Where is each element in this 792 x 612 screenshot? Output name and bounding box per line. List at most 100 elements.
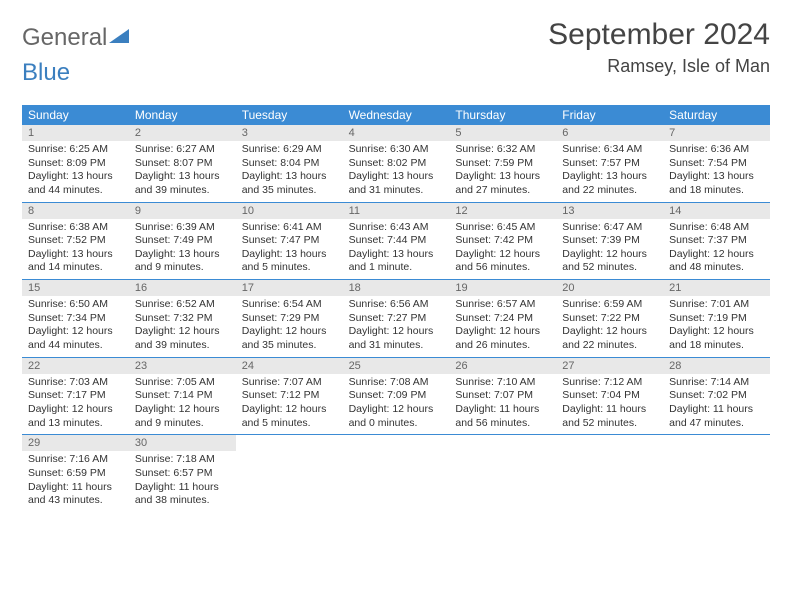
day-number: 8: [22, 203, 129, 219]
empty-day-cell: [236, 435, 343, 512]
day-number: 2: [129, 125, 236, 141]
day-cell: 18Sunrise: 6:56 AMSunset: 7:27 PMDayligh…: [343, 280, 450, 357]
week-row: 15Sunrise: 6:50 AMSunset: 7:34 PMDayligh…: [22, 280, 770, 358]
day-cell: 4Sunrise: 6:30 AMSunset: 8:02 PMDaylight…: [343, 125, 450, 202]
day-details: Sunrise: 6:43 AMSunset: 7:44 PMDaylight:…: [343, 219, 450, 280]
day-number: 16: [129, 280, 236, 296]
day-number: 11: [343, 203, 450, 219]
weekday-sunday: Sunday: [22, 105, 129, 125]
day-details: Sunrise: 7:03 AMSunset: 7:17 PMDaylight:…: [22, 374, 129, 435]
day-number: 14: [663, 203, 770, 219]
day-cell: 19Sunrise: 6:57 AMSunset: 7:24 PMDayligh…: [449, 280, 556, 357]
empty-day-cell: [343, 435, 450, 512]
weekday-tuesday: Tuesday: [236, 105, 343, 125]
day-number: 15: [22, 280, 129, 296]
day-cell: 15Sunrise: 6:50 AMSunset: 7:34 PMDayligh…: [22, 280, 129, 357]
day-number: 29: [22, 435, 129, 451]
day-number: 21: [663, 280, 770, 296]
day-details: Sunrise: 7:05 AMSunset: 7:14 PMDaylight:…: [129, 374, 236, 435]
empty-day-cell: [556, 435, 663, 512]
day-details: Sunrise: 6:34 AMSunset: 7:57 PMDaylight:…: [556, 141, 663, 202]
day-details: Sunrise: 6:48 AMSunset: 7:37 PMDaylight:…: [663, 219, 770, 280]
day-details: Sunrise: 7:10 AMSunset: 7:07 PMDaylight:…: [449, 374, 556, 435]
day-cell: 17Sunrise: 6:54 AMSunset: 7:29 PMDayligh…: [236, 280, 343, 357]
day-number: 20: [556, 280, 663, 296]
day-details: Sunrise: 6:41 AMSunset: 7:47 PMDaylight:…: [236, 219, 343, 280]
day-cell: 13Sunrise: 6:47 AMSunset: 7:39 PMDayligh…: [556, 203, 663, 280]
day-cell: 12Sunrise: 6:45 AMSunset: 7:42 PMDayligh…: [449, 203, 556, 280]
day-details: Sunrise: 7:08 AMSunset: 7:09 PMDaylight:…: [343, 374, 450, 435]
day-cell: 21Sunrise: 7:01 AMSunset: 7:19 PMDayligh…: [663, 280, 770, 357]
day-number: 27: [556, 358, 663, 374]
day-details: Sunrise: 6:36 AMSunset: 7:54 PMDaylight:…: [663, 141, 770, 202]
week-row: 22Sunrise: 7:03 AMSunset: 7:17 PMDayligh…: [22, 358, 770, 436]
day-details: Sunrise: 6:52 AMSunset: 7:32 PMDaylight:…: [129, 296, 236, 357]
week-row: 8Sunrise: 6:38 AMSunset: 7:52 PMDaylight…: [22, 203, 770, 281]
day-details: Sunrise: 6:47 AMSunset: 7:39 PMDaylight:…: [556, 219, 663, 280]
day-number: 18: [343, 280, 450, 296]
day-cell: 29Sunrise: 7:16 AMSunset: 6:59 PMDayligh…: [22, 435, 129, 512]
day-number: 28: [663, 358, 770, 374]
day-number: 7: [663, 125, 770, 141]
day-details: Sunrise: 6:30 AMSunset: 8:02 PMDaylight:…: [343, 141, 450, 202]
day-details: Sunrise: 6:25 AMSunset: 8:09 PMDaylight:…: [22, 141, 129, 202]
day-number: 25: [343, 358, 450, 374]
empty-day-cell: [663, 435, 770, 512]
day-cell: 7Sunrise: 6:36 AMSunset: 7:54 PMDaylight…: [663, 125, 770, 202]
day-cell: 24Sunrise: 7:07 AMSunset: 7:12 PMDayligh…: [236, 358, 343, 435]
day-cell: 28Sunrise: 7:14 AMSunset: 7:02 PMDayligh…: [663, 358, 770, 435]
day-cell: 8Sunrise: 6:38 AMSunset: 7:52 PMDaylight…: [22, 203, 129, 280]
weekday-wednesday: Wednesday: [343, 105, 450, 125]
day-number: 3: [236, 125, 343, 141]
day-details: Sunrise: 6:45 AMSunset: 7:42 PMDaylight:…: [449, 219, 556, 280]
empty-day-cell: [449, 435, 556, 512]
day-details: Sunrise: 6:59 AMSunset: 7:22 PMDaylight:…: [556, 296, 663, 357]
location-label: Ramsey, Isle of Man: [548, 56, 770, 77]
day-number: 24: [236, 358, 343, 374]
day-details: Sunrise: 7:18 AMSunset: 6:57 PMDaylight:…: [129, 451, 236, 512]
day-cell: 9Sunrise: 6:39 AMSunset: 7:49 PMDaylight…: [129, 203, 236, 280]
day-details: Sunrise: 7:14 AMSunset: 7:02 PMDaylight:…: [663, 374, 770, 435]
day-number: 22: [22, 358, 129, 374]
weekday-header-row: Sunday Monday Tuesday Wednesday Thursday…: [22, 105, 770, 125]
day-number: 12: [449, 203, 556, 219]
day-cell: 20Sunrise: 6:59 AMSunset: 7:22 PMDayligh…: [556, 280, 663, 357]
day-number: 26: [449, 358, 556, 374]
day-number: 9: [129, 203, 236, 219]
day-details: Sunrise: 6:57 AMSunset: 7:24 PMDaylight:…: [449, 296, 556, 357]
day-cell: 3Sunrise: 6:29 AMSunset: 8:04 PMDaylight…: [236, 125, 343, 202]
day-number: 23: [129, 358, 236, 374]
day-cell: 27Sunrise: 7:12 AMSunset: 7:04 PMDayligh…: [556, 358, 663, 435]
week-row: 29Sunrise: 7:16 AMSunset: 6:59 PMDayligh…: [22, 435, 770, 512]
day-cell: 11Sunrise: 6:43 AMSunset: 7:44 PMDayligh…: [343, 203, 450, 280]
day-cell: 30Sunrise: 7:18 AMSunset: 6:57 PMDayligh…: [129, 435, 236, 512]
day-details: Sunrise: 6:29 AMSunset: 8:04 PMDaylight:…: [236, 141, 343, 202]
day-details: Sunrise: 6:32 AMSunset: 7:59 PMDaylight:…: [449, 141, 556, 202]
day-number: 13: [556, 203, 663, 219]
weekday-saturday: Saturday: [663, 105, 770, 125]
day-cell: 5Sunrise: 6:32 AMSunset: 7:59 PMDaylight…: [449, 125, 556, 202]
day-cell: 14Sunrise: 6:48 AMSunset: 7:37 PMDayligh…: [663, 203, 770, 280]
day-cell: 23Sunrise: 7:05 AMSunset: 7:14 PMDayligh…: [129, 358, 236, 435]
week-row: 1Sunrise: 6:25 AMSunset: 8:09 PMDaylight…: [22, 125, 770, 203]
day-details: Sunrise: 7:01 AMSunset: 7:19 PMDaylight:…: [663, 296, 770, 357]
day-details: Sunrise: 6:54 AMSunset: 7:29 PMDaylight:…: [236, 296, 343, 357]
day-cell: 16Sunrise: 6:52 AMSunset: 7:32 PMDayligh…: [129, 280, 236, 357]
day-number: 4: [343, 125, 450, 141]
day-cell: 25Sunrise: 7:08 AMSunset: 7:09 PMDayligh…: [343, 358, 450, 435]
title-block: September 2024 Ramsey, Isle of Man: [548, 18, 770, 77]
day-cell: 22Sunrise: 7:03 AMSunset: 7:17 PMDayligh…: [22, 358, 129, 435]
day-cell: 6Sunrise: 6:34 AMSunset: 7:57 PMDaylight…: [556, 125, 663, 202]
day-details: Sunrise: 6:39 AMSunset: 7:49 PMDaylight:…: [129, 219, 236, 280]
day-cell: 1Sunrise: 6:25 AMSunset: 8:09 PMDaylight…: [22, 125, 129, 202]
day-cell: 2Sunrise: 6:27 AMSunset: 8:07 PMDaylight…: [129, 125, 236, 202]
day-details: Sunrise: 7:07 AMSunset: 7:12 PMDaylight:…: [236, 374, 343, 435]
day-cell: 26Sunrise: 7:10 AMSunset: 7:07 PMDayligh…: [449, 358, 556, 435]
day-details: Sunrise: 6:56 AMSunset: 7:27 PMDaylight:…: [343, 296, 450, 357]
day-details: Sunrise: 6:27 AMSunset: 8:07 PMDaylight:…: [129, 141, 236, 202]
logo-triangle-icon: [109, 24, 129, 52]
day-number: 30: [129, 435, 236, 451]
logo-text-general: General: [22, 24, 107, 52]
day-details: Sunrise: 6:38 AMSunset: 7:52 PMDaylight:…: [22, 219, 129, 280]
day-details: Sunrise: 6:50 AMSunset: 7:34 PMDaylight:…: [22, 296, 129, 357]
